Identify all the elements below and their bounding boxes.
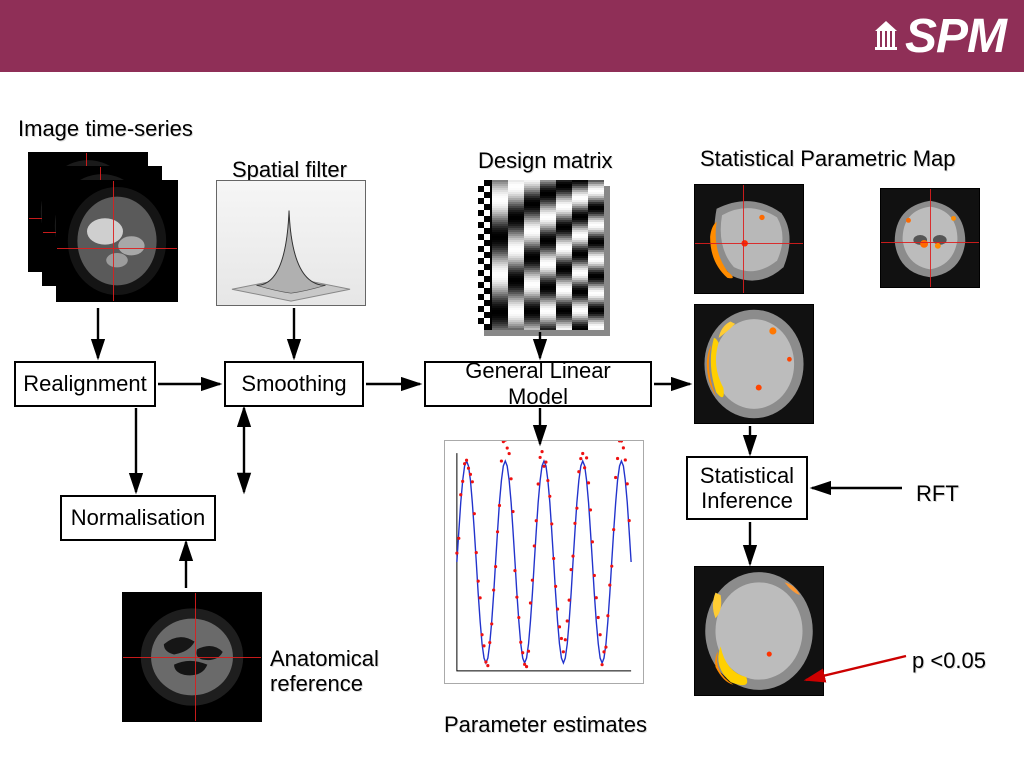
label-rft: RFT (916, 481, 959, 507)
box-normalisation: Normalisation (60, 495, 216, 541)
box-stat-inf-line1: Statistical (700, 463, 794, 488)
box-statistical-inference: Statistical Inference (686, 456, 808, 520)
design-matrix-image (478, 180, 604, 330)
box-general-linear-model: General Linear Model (424, 361, 652, 407)
building-icon (873, 19, 899, 53)
label-statistical-parametric-map: Statistical Parametric Map (700, 146, 956, 172)
gaussian-image (216, 180, 366, 306)
label-parameter-estimates: Parameter estimates (444, 712, 647, 738)
header-bar: SPM (0, 0, 1024, 72)
image-time-series-stack (28, 152, 178, 302)
brain-coronal (880, 188, 980, 288)
label-image-time-series: Image time-series (18, 116, 193, 142)
logo-text: SPM (905, 9, 1006, 64)
box-smoothing: Smoothing (224, 361, 364, 407)
brain-axial-1 (694, 304, 814, 424)
brain-sagittal (694, 184, 804, 294)
diagram-canvas: Image time-series Spatial filter Design … (0, 72, 1024, 768)
label-design-matrix: Design matrix (478, 148, 612, 174)
box-stat-inf-line2: Inference (701, 488, 793, 513)
anatomical-reference-image (122, 592, 262, 722)
label-anat-1: Anatomical (270, 646, 379, 671)
spm-logo: SPM (873, 9, 1006, 64)
brain-axial-2 (694, 566, 824, 696)
parameter-estimates-chart (444, 440, 644, 684)
label-anatomical-reference: Anatomical reference (270, 646, 379, 697)
box-realignment: Realignment (14, 361, 156, 407)
label-pvalue: p <0.05 (912, 648, 986, 674)
label-anat-2: reference (270, 671, 363, 696)
